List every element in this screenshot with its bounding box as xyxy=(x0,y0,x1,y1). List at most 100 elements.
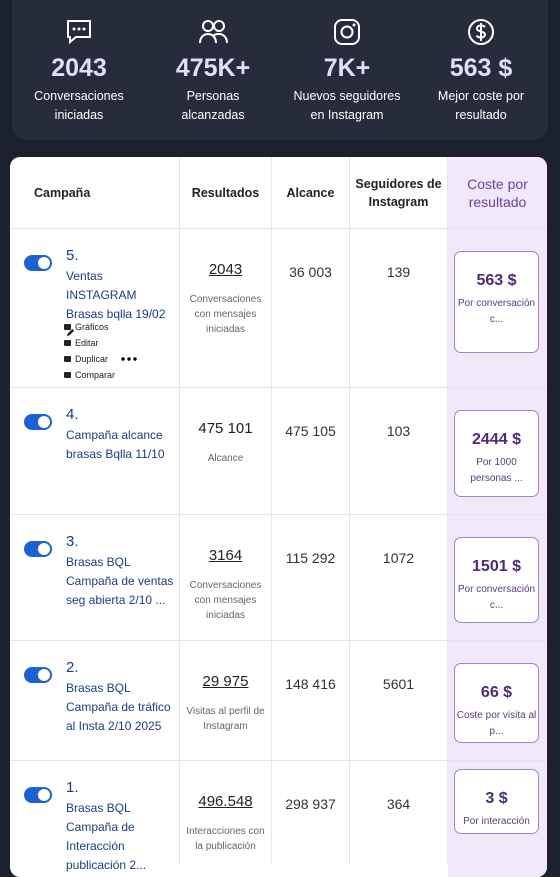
table-cell: 3164 Conversaciones con mensajes iniciada… xyxy=(180,515,272,640)
campaign-number: 3. xyxy=(66,533,79,550)
table-cell: 3. Brasas BQL Campaña de ventas seg abier… xyxy=(10,515,180,640)
result-value[interactable]: 3164 xyxy=(208,547,243,564)
cost-value: 1501 $ xyxy=(472,558,521,575)
stat-label: Personas alcanzadas xyxy=(181,89,245,122)
table-cell: 4. Campaña alcance brasas Bqlla 11/10 xyxy=(10,388,180,514)
stat-label: Nuevos seguidores en Instagram xyxy=(293,89,401,122)
result-label: Interacciones con la publicación xyxy=(186,826,265,852)
summary-panel: 2043 Conversaciones iniciadas 475K+ Persona… xyxy=(12,0,548,140)
cost-label: Por conversación c... xyxy=(457,298,536,325)
toggle[interactable] xyxy=(24,541,52,557)
stat-value: 2043 xyxy=(51,54,107,82)
table-cell: 2043 Conversaciones con mensajes iniciada… xyxy=(180,229,272,387)
toggle[interactable] xyxy=(24,667,52,683)
column-header: Alcance xyxy=(272,157,350,228)
summary-stat: 7K+ Nuevos seguidores en Instagram xyxy=(280,0,414,125)
campaign-name[interactable]: Brasas BQL Campaña de Interacción public… xyxy=(66,801,147,872)
column-header: Coste por resultado xyxy=(467,175,528,210)
followers: 139 xyxy=(386,264,411,280)
table-cell: 139 xyxy=(350,229,448,387)
column-header: Seguidores de Instagram xyxy=(350,157,448,228)
stat-icon xyxy=(334,19,360,45)
cost-label: Coste por visita al p... xyxy=(456,710,537,737)
campaign-number: 5. xyxy=(66,247,79,264)
table-cell: 1501 $ Por conversación c... xyxy=(448,515,547,640)
table-cell: 66 $ Coste por visita al p... xyxy=(448,641,547,760)
followers: 364 xyxy=(386,796,411,812)
result-label: Visitas al perfil de Instagram xyxy=(186,706,265,732)
summary-stat: 475K+ Personas alcanzadas xyxy=(146,0,280,125)
result-value: 475 101 xyxy=(198,420,253,437)
column-header: Campaña xyxy=(10,157,180,228)
campaign-number: 1. xyxy=(66,779,79,796)
cost-box: 2444 $ Por 1000 personas ... xyxy=(454,410,539,497)
summary-stat: 563 $ Mejor coste por resultado xyxy=(414,0,548,125)
cost-value: 2444 $ xyxy=(472,431,521,448)
stat-value: 475K+ xyxy=(175,54,251,82)
result-label: Conversaciones con mensajes iniciadas xyxy=(189,580,262,621)
table-cell: 148 416 xyxy=(272,641,350,760)
more-icon[interactable] xyxy=(120,356,137,362)
cost-label: Por interacción xyxy=(463,816,530,827)
table-cell: 475 101 Alcance xyxy=(180,388,272,514)
cost-box: 3 $ Por interacción xyxy=(454,769,539,834)
followers: 1072 xyxy=(382,550,415,566)
table-cell: 563 $ Por conversación c... xyxy=(448,229,547,387)
reach: 298 937 xyxy=(285,796,336,812)
action[interactable]: Duplicar xyxy=(64,351,137,367)
table-cell: 29 975 Visitas al perfil de Instagram xyxy=(180,641,272,760)
toggle[interactable] xyxy=(24,787,52,803)
table-cell: 298 937 xyxy=(272,761,350,865)
reach: 475 105 xyxy=(285,423,336,439)
campaign-number: 2. xyxy=(66,659,79,676)
stat-value: 7K+ xyxy=(323,54,371,82)
cost-value: 66 $ xyxy=(480,684,513,701)
campaign-name[interactable]: Ventas INSTAGRAM Brasas bqlla 19/02 xyxy=(66,267,176,343)
summary-stat: 2043 Conversaciones iniciadas xyxy=(12,0,146,125)
actions: Gráficos Editar Duplicar Comparar xyxy=(64,319,137,383)
table-cell: 5601 xyxy=(350,641,448,760)
cost-label: Por conversación c... xyxy=(457,584,536,611)
campaign-name[interactable]: Brasas BQL Campaña de tráfico al Insta 2… xyxy=(66,681,171,733)
cost-box: 1501 $ Por conversación c... xyxy=(454,537,539,623)
cost-label: Por 1000 personas ... xyxy=(470,457,523,484)
table-row: 1. Brasas BQL Campaña de Interacción publ… xyxy=(10,760,547,872)
cost-value: 3 $ xyxy=(485,790,508,807)
stat-value: 563 $ xyxy=(449,54,513,82)
campaign-name[interactable]: Brasas BQL Campaña de ventas seg abierta… xyxy=(66,555,174,607)
result-label: Alcance xyxy=(207,453,244,464)
campaign-table: Campaña Resultados Alcance Seguidores de In… xyxy=(10,157,547,877)
table-cell: 496.548 Interacciones con la publicación xyxy=(180,761,272,865)
table-cell: 3 $ Por interacción xyxy=(448,761,547,865)
followers: 5601 xyxy=(382,676,415,692)
reach: 36 003 xyxy=(289,264,332,280)
action[interactable]: Editar xyxy=(64,335,137,351)
toggle[interactable] xyxy=(24,414,52,430)
table-row: 4. Campaña alcance brasas Bqlla 11/10 475 … xyxy=(10,387,547,514)
stat-label: Mejor coste por resultado xyxy=(437,89,525,122)
table-cell: 1072 xyxy=(350,515,448,640)
table-cell: 115 292 xyxy=(272,515,350,640)
result-value[interactable]: 2043 xyxy=(208,261,243,278)
stat-label: Conversaciones iniciadas xyxy=(34,89,124,122)
table-row: 3. Brasas BQL Campaña de ventas seg abier… xyxy=(10,514,547,640)
toggle[interactable] xyxy=(24,255,52,271)
column-header: Resultados xyxy=(180,157,272,228)
stat-icon xyxy=(67,20,91,45)
action[interactable]: Comparar xyxy=(64,367,137,383)
campaign-name[interactable]: Campaña alcance brasas Bqlla 11/10 xyxy=(66,428,165,461)
table-row: 5. Ventas INSTAGRAM Brasas bqlla 19/02 Gr… xyxy=(10,228,547,387)
result-value[interactable]: 29 975 xyxy=(202,673,249,690)
result-label: Conversaciones con mensajes iniciadas xyxy=(189,294,262,335)
table-cell: 5. Ventas INSTAGRAM Brasas bqlla 19/02 Gr… xyxy=(10,229,180,387)
table-cell: 1. Brasas BQL Campaña de Interacción publ… xyxy=(10,761,180,872)
action[interactable]: Gráficos xyxy=(64,319,137,335)
cost-value: 563 $ xyxy=(476,272,517,289)
followers: 103 xyxy=(386,423,411,439)
table-cell: 103 xyxy=(350,388,448,514)
result-value[interactable]: 496.548 xyxy=(198,793,253,810)
cost-box: 66 $ Coste por visita al p... xyxy=(454,663,539,743)
stat-icon xyxy=(468,19,494,45)
stat-icon xyxy=(199,20,228,44)
